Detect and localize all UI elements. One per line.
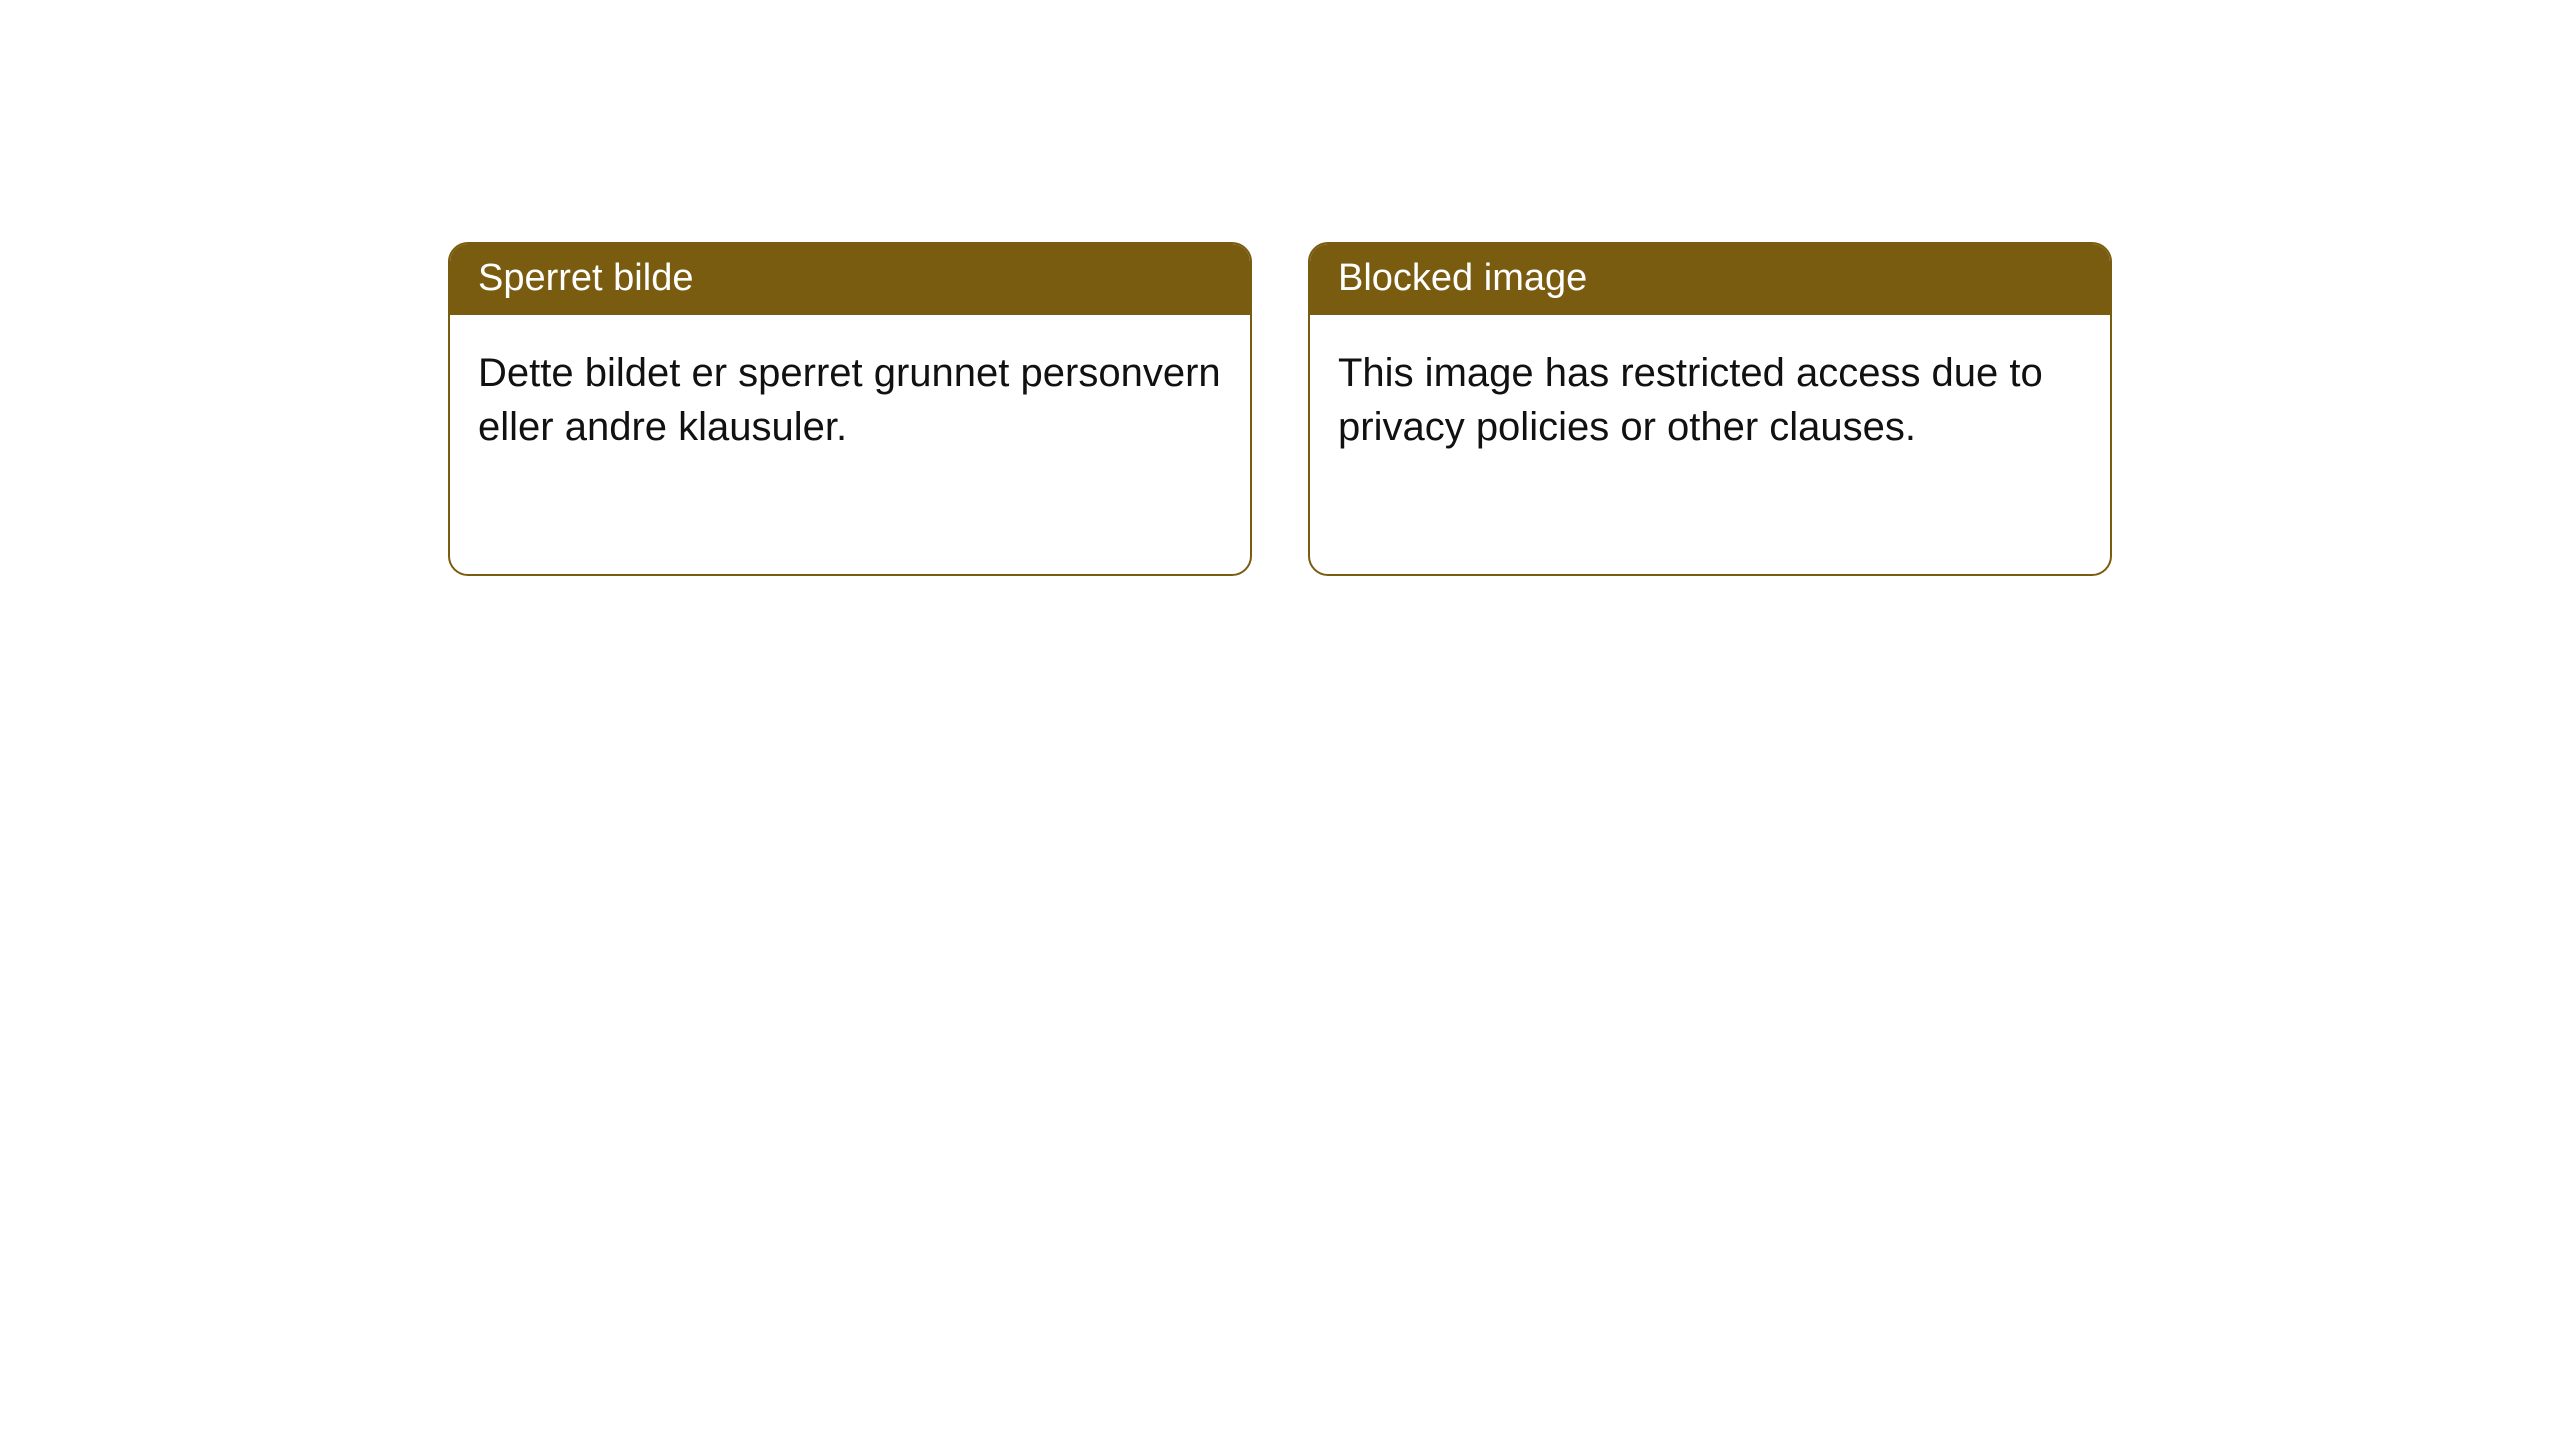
notice-body: This image has restricted access due to … <box>1310 315 2110 485</box>
notice-container: Sperret bilde Dette bildet er sperret gr… <box>0 0 2560 576</box>
notice-title: Sperret bilde <box>450 244 1250 315</box>
notice-title: Blocked image <box>1310 244 2110 315</box>
notice-card-norwegian: Sperret bilde Dette bildet er sperret gr… <box>448 242 1252 576</box>
notice-card-english: Blocked image This image has restricted … <box>1308 242 2112 576</box>
notice-body: Dette bildet er sperret grunnet personve… <box>450 315 1250 485</box>
